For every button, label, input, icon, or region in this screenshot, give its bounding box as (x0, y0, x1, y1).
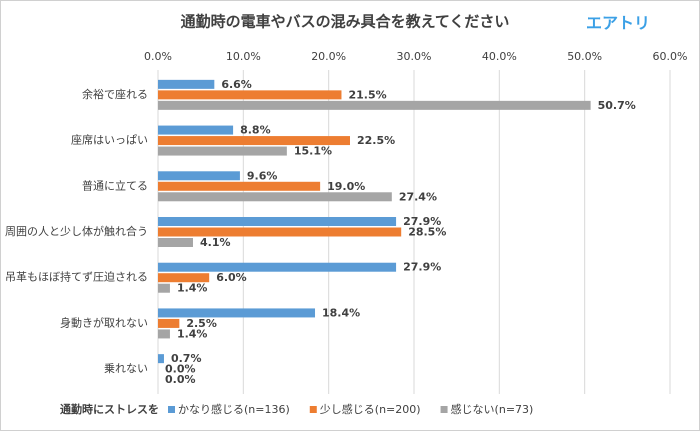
value-label: 0.0% (165, 373, 196, 386)
bar (158, 171, 240, 181)
legend-label: 感じない(n=73) (451, 403, 534, 416)
legend-swatch (440, 406, 448, 413)
bar (158, 90, 342, 100)
bar (158, 273, 210, 283)
value-label: 27.9% (403, 261, 441, 274)
bar (158, 136, 350, 146)
value-label: 19.0% (327, 180, 365, 193)
chart-title: 通勤時の電車やバスの混み具合を教えてください (181, 13, 510, 31)
value-label: 1.4% (177, 282, 208, 295)
y-tick-label: 座席はいっぱい (71, 133, 148, 147)
bar (158, 308, 316, 318)
bar (158, 283, 170, 293)
value-label: 0.0% (165, 363, 196, 376)
bar (158, 354, 164, 364)
bar (158, 318, 180, 328)
bar (158, 192, 392, 202)
value-label: 27.4% (399, 190, 437, 203)
y-tick-label: 吊革もほぼ持てず圧迫される (5, 270, 148, 284)
bar (158, 125, 234, 135)
value-label: 6.6% (221, 78, 252, 91)
value-label: 2.5% (186, 317, 217, 330)
value-label: 1.4% (177, 327, 208, 340)
value-label: 27.9% (403, 215, 441, 228)
y-tick-label: 身動きが取れない (60, 315, 148, 329)
bar (158, 227, 402, 237)
value-label: 28.5% (408, 226, 446, 239)
bar (158, 79, 215, 89)
bar (158, 100, 591, 110)
value-label: 21.5% (348, 88, 386, 101)
x-tick-label: 30.0% (397, 50, 432, 63)
value-label: 0.7% (171, 352, 202, 365)
value-label: 15.1% (294, 145, 332, 158)
logo: エアトリ (586, 14, 650, 33)
value-label: 9.6% (247, 169, 278, 182)
value-label: 6.0% (216, 271, 247, 284)
y-tick-label: 余裕で座れる (82, 87, 148, 101)
legend-label: かなり感じる(n=136) (178, 403, 290, 416)
value-label: 50.7% (598, 99, 636, 112)
bar (158, 146, 287, 156)
value-label: 18.4% (322, 306, 360, 319)
value-label: 8.8% (240, 124, 271, 137)
x-tick-label: 0.0% (144, 50, 172, 63)
x-tick-label: 50.0% (567, 50, 602, 63)
bar (158, 329, 170, 339)
value-label: 4.1% (200, 236, 231, 249)
x-tick-label: 60.0% (653, 50, 688, 63)
y-tick-label: 普通に立てる (82, 178, 148, 192)
legend-swatch (309, 406, 317, 413)
legend-label: 少し感じる(n=200) (320, 403, 421, 416)
bar (158, 262, 397, 272)
x-tick-label: 20.0% (311, 50, 346, 63)
x-tick-label: 10.0% (226, 50, 261, 63)
legend-title: 通勤時にストレスを (60, 402, 159, 416)
y-tick-label: 周囲の人と少し体が触れ合う (5, 224, 148, 238)
bar (158, 238, 193, 247)
legend-swatch (168, 406, 175, 413)
bar (158, 217, 397, 226)
value-label: 22.5% (357, 134, 395, 147)
bar (158, 181, 321, 191)
x-tick-label: 40.0% (482, 50, 517, 63)
y-tick-label: 乗れない (104, 362, 148, 375)
